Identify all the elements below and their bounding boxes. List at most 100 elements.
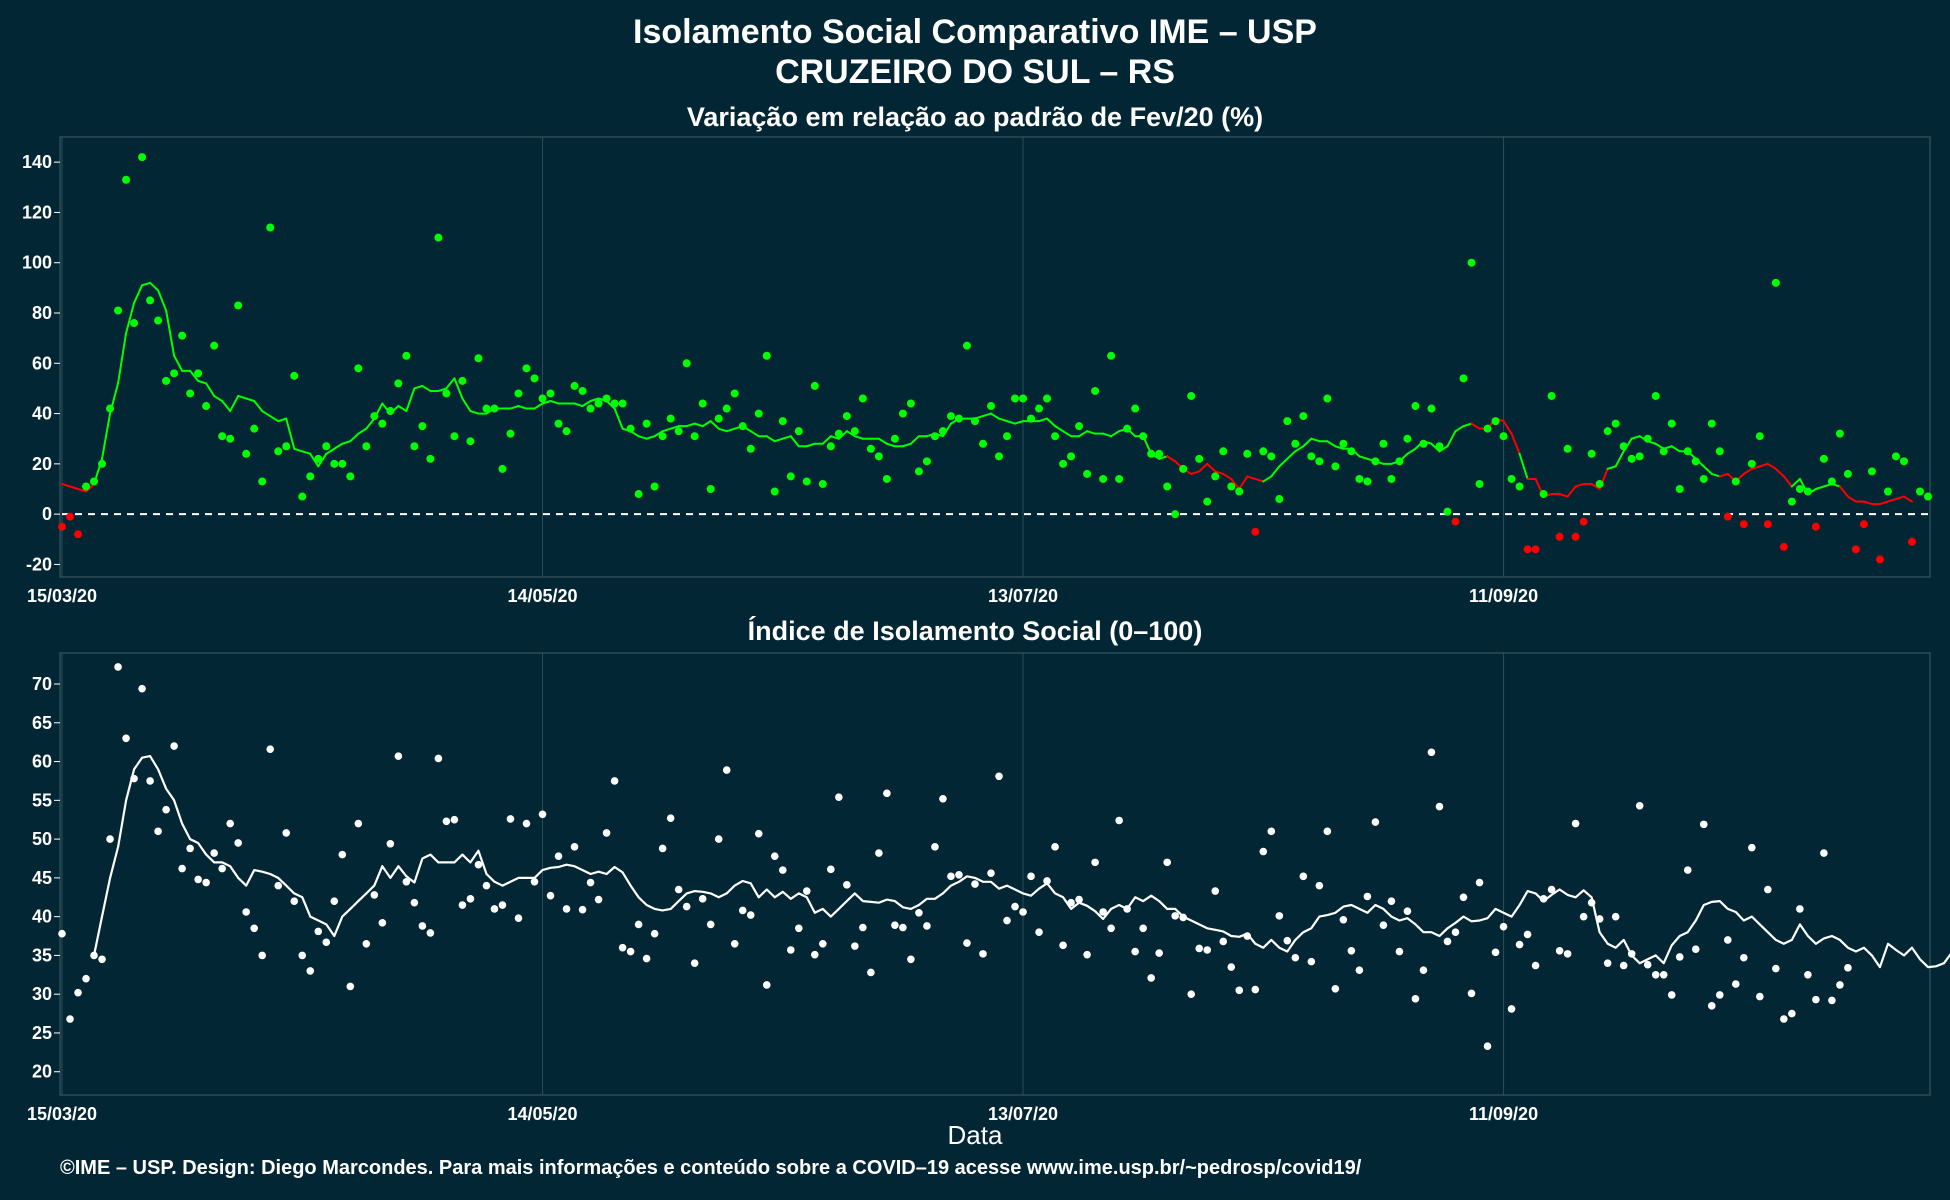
variation-point [562,427,571,436]
index-point [947,872,955,881]
index-point [1844,964,1852,972]
index-point [1331,984,1340,993]
variation-moving-average-segment [781,435,792,440]
variation-point [554,419,563,428]
index-point [835,793,843,802]
index-point [658,844,667,853]
variation-point [1307,452,1316,461]
variation-moving-average-segment [1670,445,1681,453]
variation-point [386,407,395,416]
variation-point [162,376,171,385]
variation-point [1691,457,1700,466]
variation-moving-average-segment [1454,425,1465,433]
variation-point [498,464,507,473]
variation-point [242,449,251,458]
index-point [1347,946,1356,955]
variation-point [1675,485,1684,493]
variation-moving-average-segment [821,435,832,445]
variation-point [482,404,491,413]
variation-point [146,296,155,305]
variation-moving-average-segment [885,442,896,448]
variation-moving-average-segment [453,377,464,400]
variation-point [794,427,803,436]
variation-point [1667,419,1676,428]
index-point [378,919,387,927]
variation-point [1643,434,1652,443]
variation-moving-average-segment [1590,482,1601,490]
variation-point [538,394,547,403]
variation-point [258,477,267,486]
index-point [1699,820,1708,829]
panel2-x-tick-label: 13/07/20 [988,1104,1058,1124]
variation-point [1019,394,1028,403]
variation-point [1147,449,1156,458]
variation-point [1659,447,1668,456]
variation-point [1459,374,1468,383]
variation-point [1787,497,1796,506]
variation-point [634,490,643,499]
variation-point [274,447,283,456]
variation-point [578,386,587,395]
panel1-y-tick-label: -20 [26,554,52,574]
variation-point [586,404,595,413]
index-point [1756,992,1764,1001]
variation-point [1715,447,1724,456]
variation-moving-average-segment [1054,425,1065,433]
variation-moving-average-segment [509,405,520,410]
variation-moving-average-segment [469,410,480,415]
index-point [802,887,811,895]
variation-point [322,442,331,451]
variation-moving-average-segment [237,394,248,400]
index-point [931,843,939,851]
index-point [282,829,291,837]
variation-point [450,432,459,441]
variation-point [1827,477,1836,486]
variation-moving-average-segment [397,405,408,413]
panel2-y-tick-label: 45 [32,868,52,888]
index-point [1131,947,1139,956]
variation-point [330,459,339,468]
variation-point [130,319,139,328]
variation-moving-average-segment [829,435,840,440]
index-point [1483,1042,1492,1050]
variation-point [930,432,939,441]
index-point [1019,908,1027,916]
variation-point [1747,459,1756,468]
variation-point [1379,439,1388,448]
variation-point [1371,457,1380,466]
x-axis-label: Data [947,1120,1003,1150]
variation-moving-average-segment [549,400,560,405]
variation-moving-average-segment [1046,417,1057,428]
index-point [1187,990,1196,998]
variation-moving-average-segment [773,437,784,443]
index-point [1379,921,1388,929]
index-point [1764,885,1772,894]
variation-point [1891,452,1900,461]
index-point [258,951,267,960]
variation-point [1819,454,1828,463]
variation-moving-average-segment [1606,465,1617,470]
index-point [1467,989,1476,998]
index-point [1179,913,1188,922]
variation-moving-average-segment [661,427,672,433]
index-point [1804,971,1812,979]
index-point [1627,950,1636,958]
variation-point [394,379,403,388]
variation-point [1451,517,1460,526]
index-point [851,942,859,950]
variation-moving-average-segment [461,397,472,413]
index-point [923,922,931,930]
index-point [618,943,627,952]
variation-moving-average-segment [1214,470,1225,475]
variation-moving-average-segment [1006,420,1017,425]
index-point [1123,905,1131,913]
variation-moving-average-segment [1742,467,1753,475]
index-point [1411,995,1420,1003]
panel2-y-tick-label: 50 [32,829,52,849]
panel1-title: Variação em relação ao padrão de Fev/20 … [686,102,1264,132]
index-point [226,819,234,828]
index-point [778,866,787,874]
index-point [714,835,723,843]
index-point [218,864,226,873]
variation-moving-average-segment [293,447,304,453]
